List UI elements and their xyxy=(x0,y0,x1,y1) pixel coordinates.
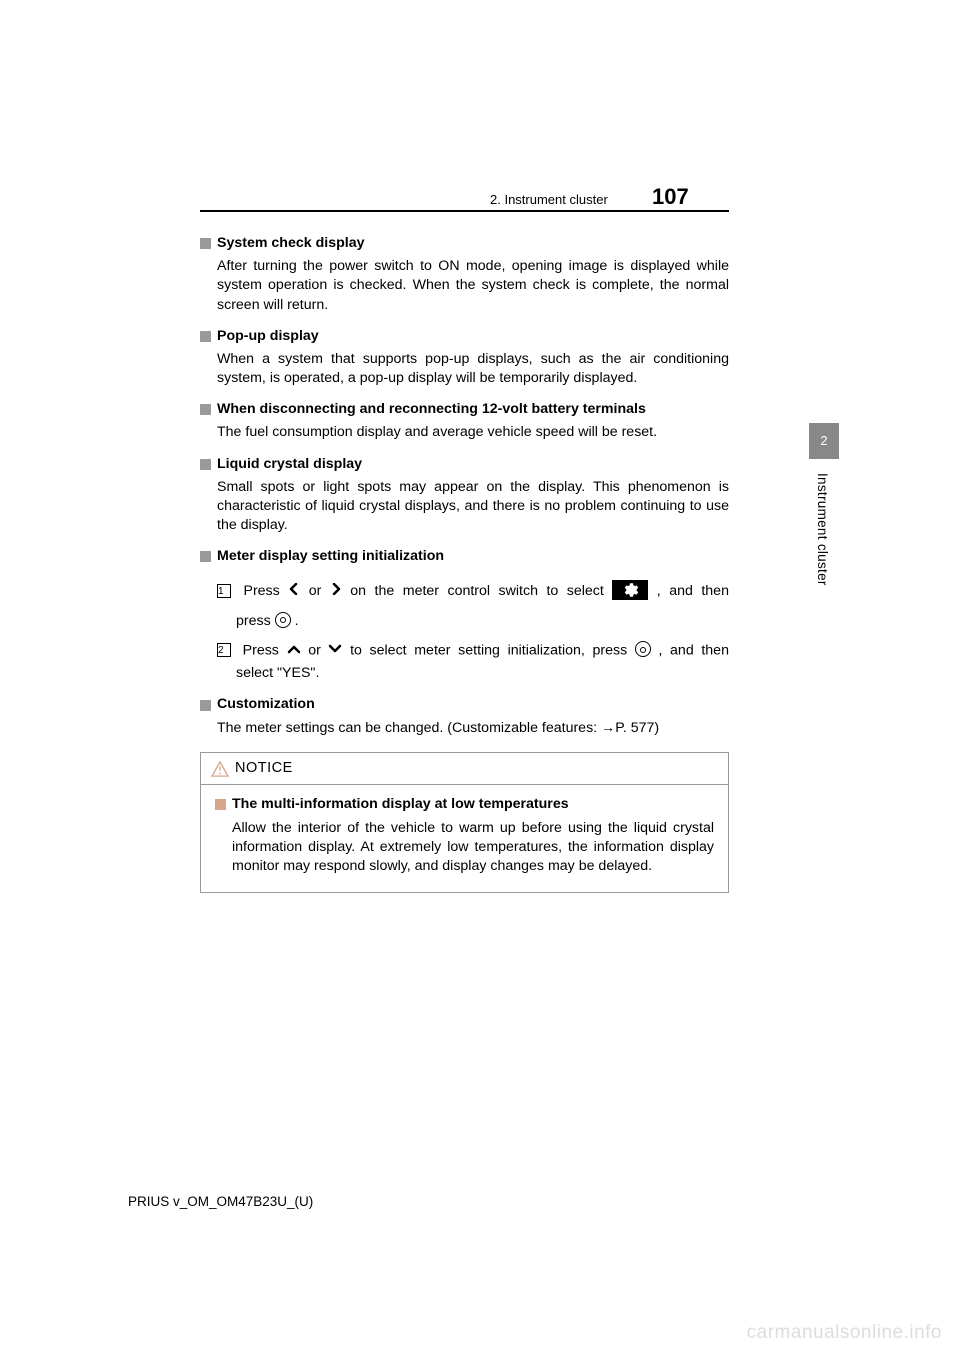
square-bullet-icon xyxy=(200,700,211,711)
chevron-down-icon xyxy=(328,641,342,660)
section-title: When disconnecting and reconnecting 12-v… xyxy=(217,400,646,419)
section-lcd: Liquid crystal display Small spots or li… xyxy=(200,455,729,536)
step-text: press xyxy=(236,613,275,629)
page-number: 107 xyxy=(652,184,689,210)
section-body: Small spots or light spots may appear on… xyxy=(217,478,729,536)
section-battery: When disconnecting and reconnecting 12-v… xyxy=(200,400,729,442)
step-text: on the meter control switch to select xyxy=(350,583,612,599)
section-heading: Meter display setting initialization xyxy=(200,547,729,566)
main-content: System check display After turning the p… xyxy=(200,234,729,893)
step-number-box: 1 xyxy=(217,584,231,598)
step-number-box: 2 xyxy=(217,643,231,657)
page: 2. Instrument cluster 107 2 Instrument c… xyxy=(0,0,960,1358)
notice-header: NOTICE xyxy=(201,753,728,786)
notice-box: NOTICE The multi-information display at … xyxy=(200,752,729,893)
footer-doc-id: PRIUS v_OM_OM47B23U_(U) xyxy=(128,1194,313,1209)
step-text: , and then xyxy=(657,583,729,599)
square-bullet-icon xyxy=(200,238,211,249)
chevron-left-icon xyxy=(288,582,300,601)
section-title: Customization xyxy=(217,695,315,714)
header-section-label: 2. Instrument cluster xyxy=(490,192,608,207)
section-customization: Customization The meter settings can be … xyxy=(200,695,729,737)
header-divider xyxy=(200,210,729,212)
section-body: The meter settings can be changed. (Cust… xyxy=(217,719,729,738)
section-system-check: System check display After turning the p… xyxy=(200,234,729,315)
section-heading: Liquid crystal display xyxy=(200,455,729,474)
chevron-up-icon xyxy=(287,641,301,660)
section-body: When a system that supports pop-up displ… xyxy=(217,350,729,388)
section-heading: Customization xyxy=(200,695,729,714)
step-text: select "YES". xyxy=(217,664,729,683)
step-text: or xyxy=(308,642,328,658)
settings-gear-icon xyxy=(612,580,648,600)
step-text: to select meter setting initialization, … xyxy=(350,642,635,658)
section-title: System check display xyxy=(217,234,364,253)
step-1: 1 Press or on the meter control switch t… xyxy=(217,580,729,630)
enter-circle-icon xyxy=(275,612,291,628)
notice-label: NOTICE xyxy=(235,759,293,779)
section-heading: System check display xyxy=(200,234,729,253)
square-bullet-icon xyxy=(200,459,211,470)
section-popup: Pop-up display When a system that suppor… xyxy=(200,327,729,389)
side-tab-label: Instrument cluster xyxy=(815,473,830,586)
square-bullet-icon xyxy=(200,331,211,342)
section-heading: Pop-up display xyxy=(200,327,729,346)
notice-title-text: The multi-information display at low tem… xyxy=(232,795,569,814)
step-2: 2 Press or to select meter setting initi… xyxy=(217,641,729,684)
square-bullet-icon xyxy=(200,551,211,562)
notice-heading: The multi-information display at low tem… xyxy=(215,795,714,814)
side-tab: 2 Instrument cluster xyxy=(809,423,839,615)
side-tab-number: 2 xyxy=(809,423,839,459)
enter-circle-icon xyxy=(635,641,651,657)
warning-triangle-icon xyxy=(211,761,229,777)
step-text: or xyxy=(309,583,330,599)
notice-body: The multi-information display at low tem… xyxy=(201,785,728,892)
step-text: , and then xyxy=(658,642,729,658)
square-bullet-icon xyxy=(200,404,211,415)
step-text: . xyxy=(295,613,299,629)
section-body: The fuel consumption display and average… xyxy=(217,423,729,442)
section-title: Meter display setting initialization xyxy=(217,547,444,566)
watermark: carmanualsonline.info xyxy=(747,1322,942,1344)
step-text: Press xyxy=(243,642,287,658)
square-bullet-icon xyxy=(215,799,226,810)
step-text: Press xyxy=(243,583,288,599)
notice-body-text: Allow the interior of the vehicle to war… xyxy=(232,819,714,877)
section-heading: When disconnecting and reconnecting 12-v… xyxy=(200,400,729,419)
section-meter-init: Meter display setting initialization 1 P… xyxy=(200,547,729,683)
section-title: Liquid crystal display xyxy=(217,455,362,474)
section-body: After turning the power switch to ON mod… xyxy=(217,257,729,315)
section-title: Pop-up display xyxy=(217,327,319,346)
chevron-right-icon xyxy=(330,582,342,601)
